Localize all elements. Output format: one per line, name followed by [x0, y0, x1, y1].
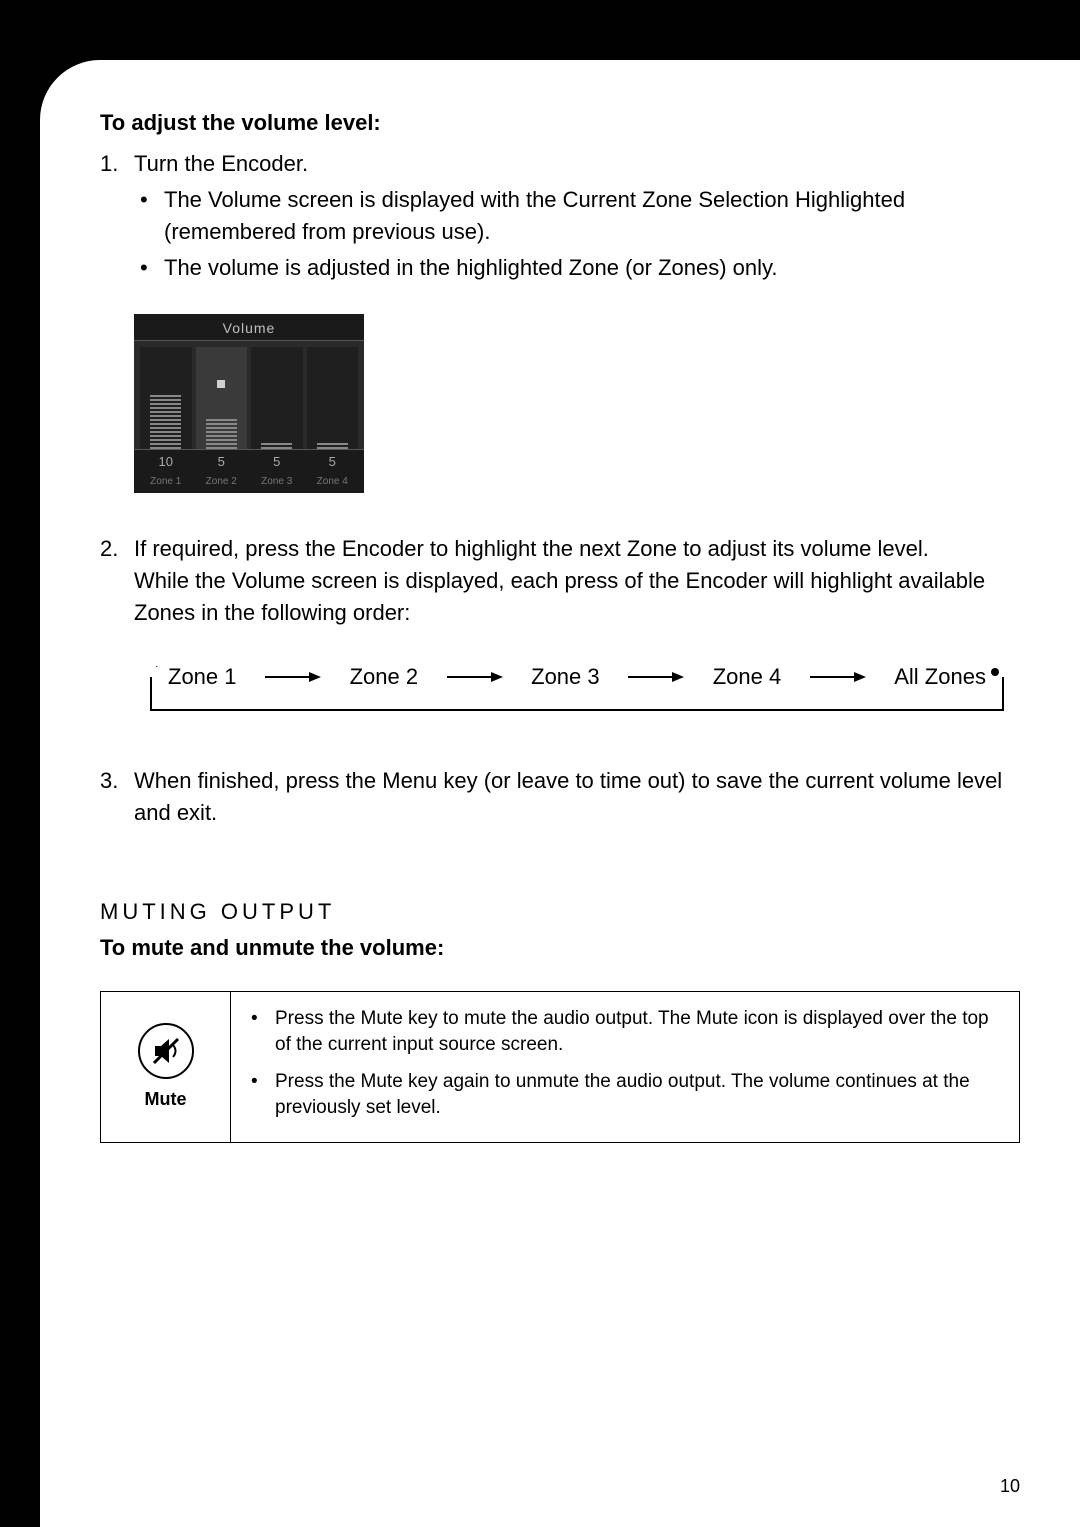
speaker-mute-icon: [149, 1034, 183, 1068]
volume-zone-label: Zone 1: [140, 475, 192, 490]
mute-instructions-cell: Press the Mute key to mute the audio out…: [231, 992, 1019, 1142]
heading-adjust-volume: To adjust the volume level:: [100, 110, 1020, 136]
zone-flow-node: Zone 2: [346, 661, 423, 693]
volume-zone-label: Zone 2: [196, 475, 248, 490]
loop-start-dot: [990, 667, 1000, 677]
step-1-bullets: The Volume screen is displayed with the …: [134, 184, 1020, 284]
mute-bullets: Press the Mute key to mute the audio out…: [245, 1006, 1005, 1122]
volume-screen-graphic: Volume 10555 Zone 1Zone 2Zone 3Zone 4: [134, 314, 364, 494]
step-3: When finished, press the Menu key (or le…: [100, 765, 1020, 829]
page-number: 10: [1000, 1476, 1020, 1497]
volume-values: 10555: [134, 450, 364, 475]
volume-bar-column: [251, 347, 303, 449]
arrow-right-icon: [808, 670, 868, 684]
step-1-text: Turn the Encoder.: [134, 151, 308, 176]
step-1-bullet-2: The volume is adjusted in the highlighte…: [134, 252, 1020, 284]
volume-value: 10: [140, 450, 192, 475]
volume-zone-label: Zone 4: [307, 475, 359, 490]
arrow-right-icon: [626, 670, 686, 684]
mute-label: Mute: [145, 1089, 187, 1110]
arrow-right-icon: [263, 670, 323, 684]
volume-bar-column: [196, 347, 248, 449]
step-2: If required, press the Encoder to highli…: [100, 533, 1020, 715]
heading-mute-unmute: To mute and unmute the volume:: [100, 935, 1020, 961]
volume-value: 5: [251, 450, 303, 475]
step-1: Turn the Encoder. The Volume screen is d…: [100, 148, 1020, 493]
mute-icon: [138, 1023, 194, 1079]
arrow-right-icon: [445, 670, 505, 684]
zone-flow-diagram: Zone 1 Zone 2 Zone 3 Zone 4 All Zones: [134, 647, 1020, 715]
zone-flow-node: All Zones: [890, 661, 990, 693]
step-1-bullet-1: The Volume screen is displayed with the …: [134, 184, 1020, 248]
volume-value: 5: [307, 450, 359, 475]
mute-bullet-2: Press the Mute key again to unmute the a…: [245, 1069, 1005, 1122]
volume-zone-labels: Zone 1 Zone 2Zone 3 Zone 4: [134, 475, 364, 494]
zone-flow-node: Zone 3: [527, 661, 604, 693]
steps-list: Turn the Encoder. The Volume screen is d…: [100, 148, 1020, 829]
volume-screen-title: Volume: [134, 314, 364, 340]
zone-flow-node: Zone 1: [164, 661, 241, 693]
volume-zone-label: Zone 3: [251, 475, 303, 490]
volume-bars: [134, 340, 364, 450]
section-muting-output: MUTING OUTPUT: [100, 899, 1020, 925]
volume-value: 5: [196, 450, 248, 475]
step-2-line-2: While the Volume screen is displayed, ea…: [134, 568, 985, 625]
volume-bar-column: [140, 347, 192, 449]
mute-bullet-1: Press the Mute key to mute the audio out…: [245, 1006, 1005, 1059]
page-content: To adjust the volume level: Turn the Enc…: [40, 60, 1080, 1527]
zone-flow-row: Zone 1 Zone 2 Zone 3 Zone 4 All Zones: [164, 661, 990, 693]
zone-flow-node: Zone 4: [709, 661, 786, 693]
mute-instruction-table: Mute Press the Mute key to mute the audi…: [100, 991, 1020, 1143]
step-2-line-1: If required, press the Encoder to highli…: [134, 536, 929, 561]
volume-bar-column: [307, 347, 359, 449]
mute-key-cell: Mute: [101, 992, 231, 1142]
step-3-text: When finished, press the Menu key (or le…: [134, 768, 1002, 825]
